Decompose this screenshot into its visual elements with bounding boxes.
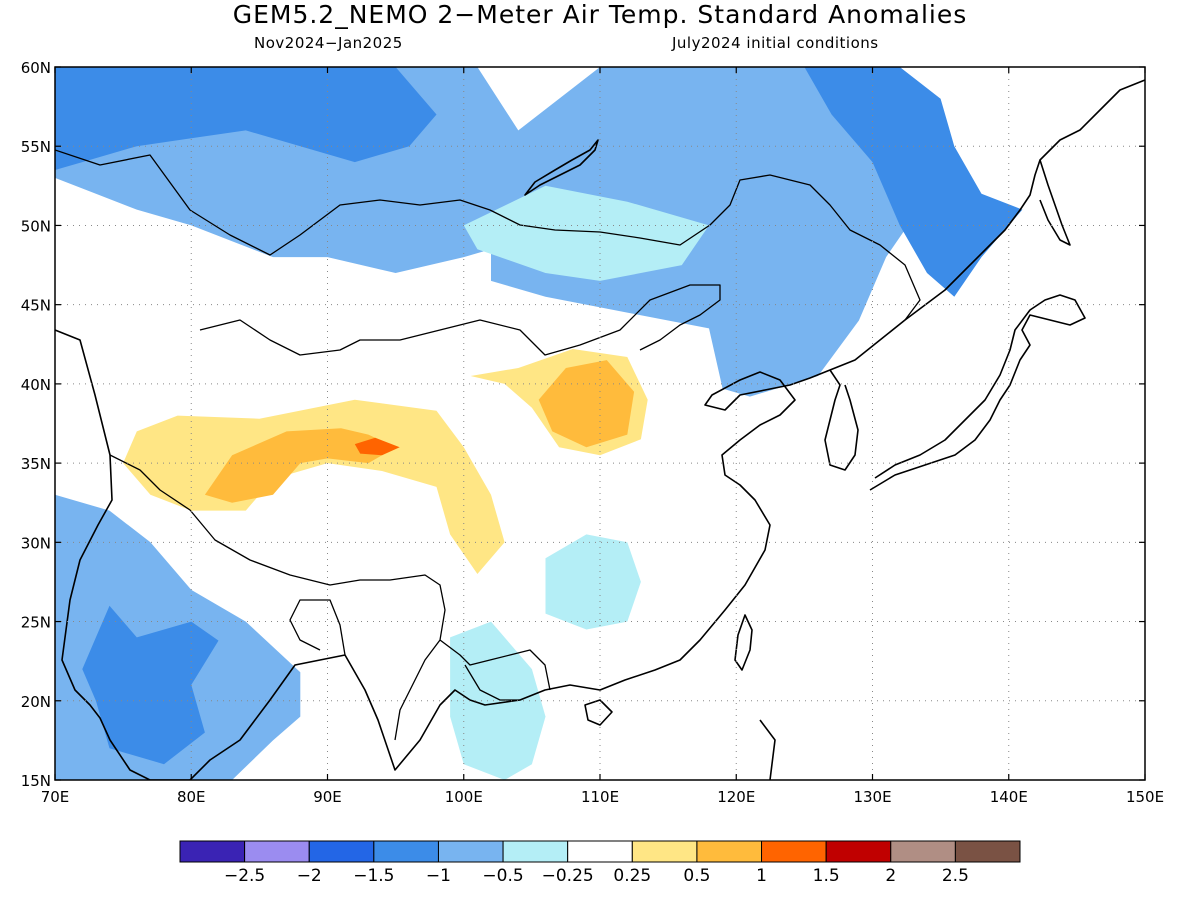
initial-conditions: July2024 initial conditions	[672, 34, 879, 52]
anomaly-region-9	[123, 399, 505, 574]
anomaly-region-12	[538, 360, 635, 448]
x-tick-label-130: 130E	[853, 788, 891, 806]
anomaly-region-7	[545, 534, 641, 630]
x-tick-label-150: 150E	[1126, 788, 1164, 806]
y-tick-label-50: 50N	[21, 217, 51, 235]
anomaly-region-5	[82, 605, 219, 765]
colorbar-swatch-4	[437, 840, 504, 863]
border-lines	[55, 149, 921, 741]
colorbar-swatch-6	[567, 840, 633, 863]
map-title: GEM5.2_NEMO 2−Meter Air Temp. Standard A…	[232, 0, 968, 29]
coastline-sakhalin	[1039, 159, 1071, 246]
colorbar-swatch-12	[954, 840, 1021, 863]
colorbar-swatch-1	[244, 840, 310, 863]
colorbar-swatch-3	[373, 840, 439, 863]
coastlines	[55, 79, 1145, 780]
anomaly-region-6	[463, 185, 709, 281]
coastline-hainan	[584, 699, 613, 726]
colorbar-label-3: −1	[426, 866, 451, 886]
colorbar-swatch-2	[308, 840, 375, 863]
coastline-asia-mainland	[55, 79, 1145, 780]
anomaly-region-3	[55, 67, 437, 170]
lake-baikal	[524, 139, 599, 196]
coastline-japan	[869, 294, 1086, 491]
colorbar-label-8: 1	[756, 866, 767, 886]
colorbar-swatch-10	[825, 840, 892, 863]
y-tick-label-15: 15N	[21, 772, 51, 790]
anomaly-region-1	[491, 67, 941, 397]
axis-ticks: 70E 80E 90E 100E 110E 120E 130E 140E 150E 15N 20N 2…	[21, 59, 1164, 806]
x-tick-label-90: 90E	[313, 788, 342, 806]
colorbar-swatch-8	[696, 840, 763, 863]
anomaly-region-13	[354, 437, 400, 456]
colorbar-label-7: 0.5	[683, 866, 710, 886]
y-tick-label-45: 45N	[21, 297, 51, 315]
colorbar-label-10: 2	[885, 866, 896, 886]
colorbar-swatch-9	[761, 840, 827, 863]
forecast-period: Nov2024−Jan2025	[254, 34, 403, 52]
coastline-korea	[824, 369, 859, 471]
anomaly-region-8	[450, 621, 546, 780]
colorbar-label-2: −1.5	[353, 866, 394, 886]
colorbar-swatch-7	[631, 840, 698, 863]
colorbar-label-11: 2.5	[942, 866, 969, 886]
x-tick-label-120: 120E	[717, 788, 755, 806]
colorbar: −2.5 −2 −1.5 −1 −0.5 −0.25 0.25 0.5 1 1.5 2 2.5	[179, 840, 1021, 886]
y-tick-label-20: 20N	[21, 693, 51, 711]
coastline-taiwan	[734, 614, 753, 671]
coastline-philippines	[759, 719, 776, 780]
y-tick-label-30: 30N	[21, 534, 51, 552]
colorbar-swatch-5	[502, 840, 569, 863]
y-tick-label-35: 35N	[21, 455, 51, 473]
y-tick-label-25: 25N	[21, 614, 51, 632]
grid-lines	[55, 67, 1145, 780]
colorbar-label-9: 1.5	[813, 866, 840, 886]
y-tick-label-55: 55N	[21, 138, 51, 156]
colorbar-label-0: −2.5	[224, 866, 265, 886]
colorbar-swatch-0	[179, 840, 246, 863]
x-tick-label-140: 140E	[990, 788, 1028, 806]
x-tick-label-100: 100E	[445, 788, 483, 806]
x-tick-label-110: 110E	[581, 788, 619, 806]
y-tick-label-60: 60N	[21, 59, 51, 77]
x-tick-label-70: 70E	[41, 788, 70, 806]
anomaly-region-4	[804, 67, 1023, 297]
y-tick-label-40: 40N	[21, 376, 51, 394]
colorbar-label-4: −0.5	[482, 866, 523, 886]
colorbar-swatch-11	[890, 840, 956, 863]
x-tick-label-80: 80E	[177, 788, 206, 806]
colorbar-label-5: −0.25	[542, 866, 594, 886]
anomaly-region-11	[204, 428, 396, 503]
colorbar-label-1: −2	[297, 866, 322, 886]
colorbar-label-6: 0.25	[613, 866, 651, 886]
anomaly-fields	[55, 67, 1023, 780]
